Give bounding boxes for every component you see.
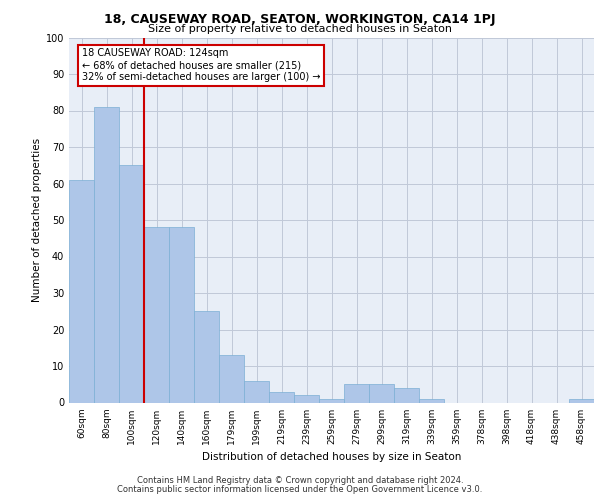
Bar (94, 107, 119, 403)
Bar (119, 165, 144, 402)
Bar (169, 228, 194, 402)
Bar (194, 311, 219, 402)
Text: Contains public sector information licensed under the Open Government Licence v3: Contains public sector information licen… (118, 484, 482, 494)
Bar (394, 388, 419, 402)
Text: 18 CAUSEWAY ROAD: 124sqm
← 68% of detached houses are smaller (215)
32% of semi-: 18 CAUSEWAY ROAD: 124sqm ← 68% of detach… (82, 48, 320, 82)
Text: Contains HM Land Registry data © Crown copyright and database right 2024.: Contains HM Land Registry data © Crown c… (137, 476, 463, 485)
Bar (369, 384, 394, 402)
Bar (419, 399, 444, 402)
Bar (244, 380, 269, 402)
Bar (319, 399, 344, 402)
Text: Size of property relative to detached houses in Seaton: Size of property relative to detached ho… (148, 24, 452, 34)
Bar (344, 384, 369, 402)
Bar (69, 180, 94, 402)
Y-axis label: Number of detached properties: Number of detached properties (32, 138, 41, 302)
Bar (569, 399, 594, 402)
X-axis label: Distribution of detached houses by size in Seaton: Distribution of detached houses by size … (202, 452, 461, 462)
Bar (144, 228, 169, 402)
Bar (294, 395, 319, 402)
Text: 18, CAUSEWAY ROAD, SEATON, WORKINGTON, CA14 1PJ: 18, CAUSEWAY ROAD, SEATON, WORKINGTON, C… (104, 12, 496, 26)
Bar (269, 392, 294, 402)
Bar (219, 355, 244, 403)
